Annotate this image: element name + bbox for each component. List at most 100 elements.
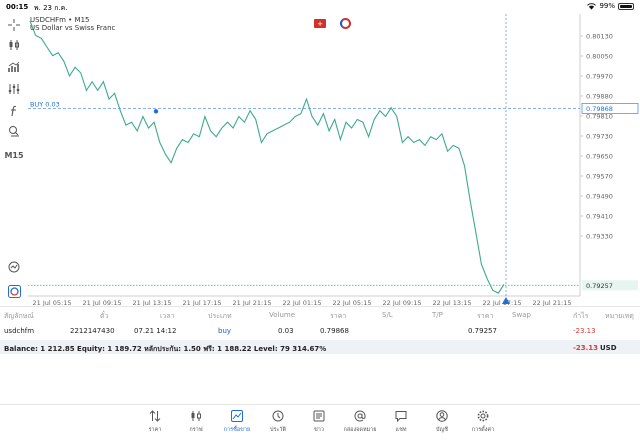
price-tick-label: 0.79650: [586, 153, 613, 161]
total-profit: -23.13: [573, 344, 599, 352]
price-tick-label: 0.79730: [586, 133, 613, 141]
time-tick-label: 21 Jul 17:15: [183, 299, 222, 306]
nav-mailbox[interactable]: กล่องจดหมาย: [340, 409, 380, 439]
trade-chart-icon: [230, 409, 244, 423]
us-flag-icon[interactable]: [340, 18, 351, 29]
nav-label: ราคา: [148, 427, 162, 433]
row-type: buy: [218, 327, 232, 335]
settings-icon: [476, 409, 490, 423]
status-bar: 00:15 พ. 23 ก.ค. 99%: [0, 0, 640, 14]
row-time: 07.21 14:12: [134, 327, 177, 335]
swiss-flag-icon[interactable]: +: [314, 19, 326, 28]
buy-price-box: [581, 103, 639, 114]
nav-label: ประวัติ: [269, 427, 287, 433]
col-comment: หมายเหตุ: [605, 312, 634, 320]
currency: USD: [600, 344, 617, 352]
nav-quotes[interactable]: ราคา: [135, 409, 175, 439]
candles-icon: [189, 409, 203, 423]
nav-trade[interactable]: การซื้อขาย: [217, 409, 257, 439]
nav-news[interactable]: ข่าว: [299, 409, 339, 439]
col-time: เวลา: [160, 312, 175, 320]
crosshair-marker: [502, 297, 510, 304]
price-chart[interactable]: 0.80130 0.80050 0.79970 0.79880 0.79810 0.797…: [28, 14, 640, 306]
trade-history-icon[interactable]: [4, 258, 24, 276]
battery-percent: 99%: [599, 2, 615, 10]
price-tick-label: 0.79570: [586, 173, 613, 181]
balance-summary: Balance: 1 212.85 Equity: 1 189.72 หลักป…: [4, 345, 327, 353]
time-tick-label: 22 Jul 13:15: [433, 299, 472, 306]
nav-account[interactable]: บัญชี: [422, 409, 462, 439]
wifi-icon: [587, 2, 597, 10]
chart-toolbar: M15: [0, 14, 28, 304]
indicators-icon[interactable]: [4, 58, 24, 76]
time-tick-label: 22 Jul 09:15: [383, 299, 422, 306]
arrows-updown-icon: [148, 409, 162, 423]
row-profit: -23.13: [573, 327, 596, 335]
symbol-title: USDCHFm • M15: [30, 16, 90, 24]
time-tick-label: 22 Jul 17:15: [483, 299, 522, 306]
price-tick-label: 0.79880: [586, 93, 613, 101]
symbol-description: US Dollar vs Swiss Franc: [30, 24, 116, 32]
time-tick-label: 21 Jul 05:15: [33, 299, 72, 306]
nav-label: ข่าว: [314, 427, 324, 433]
price-line-series: [29, 20, 505, 294]
trade-row[interactable]: usdchfm 2212147430 07.21 14:12 buy 0.03 …: [0, 323, 640, 337]
battery-icon: [618, 2, 634, 10]
price-tick-label: 0.79410: [586, 213, 613, 221]
time-tick-label: 21 Jul 13:15: [133, 299, 172, 306]
nav-chart[interactable]: กราฟ: [176, 409, 216, 439]
chart-area[interactable]: 0.80130 0.80050 0.79970 0.79880 0.79810 0.797…: [28, 14, 640, 306]
nav-label: กล่องจดหมาย: [343, 427, 377, 433]
price-tick-label: 0.79810: [586, 113, 613, 121]
status-time: 00:15: [6, 3, 29, 11]
col-volume: Volume: [269, 311, 296, 319]
price-tick-label: 0.80050: [586, 53, 613, 61]
time-tick-label: 21 Jul 21:15: [233, 299, 272, 306]
col-sl: S/L: [382, 311, 393, 319]
col-ticket: ตั๋ว: [100, 312, 109, 320]
time-tick-label: 21 Jul 09:15: [83, 299, 122, 306]
trade-table-header: สัญลักษณ์ ตั๋ว เวลา ประเภท Volume ราคา S…: [0, 306, 640, 320]
current-price-box: [582, 280, 638, 291]
col-price: ราคา: [477, 312, 494, 320]
col-symbol: สัญลักษณ์: [4, 312, 34, 320]
col-tp: T/P: [432, 311, 443, 319]
nav-chat[interactable]: แชท: [381, 409, 421, 439]
nav-settings[interactable]: การตั้งค่า: [463, 409, 503, 439]
current-price-tag: 0.79257: [586, 282, 613, 290]
account-icon: [435, 409, 449, 423]
price-tick-label: 0.79490: [586, 193, 613, 201]
col-profit: กำไร: [573, 312, 589, 320]
one-click-trade-icon[interactable]: [4, 282, 24, 300]
row-ticket: 2212147430: [70, 327, 115, 335]
objects-icon[interactable]: [4, 122, 24, 140]
news-icon: [312, 409, 326, 423]
timeframe-button[interactable]: M15: [4, 150, 24, 160]
chat-icon: [394, 409, 408, 423]
time-tick-label: 22 Jul 21:15: [533, 299, 572, 306]
nav-label: การซื้อขาย: [223, 427, 251, 433]
price-tick-label: 0.80130: [586, 33, 613, 41]
bottom-nav: ราคา กราฟ การซื้อขาย ประวัติ ข่าว กล่องจ…: [0, 404, 640, 447]
col-open-price: ราคา: [330, 312, 347, 320]
row-symbol: usdchfm: [4, 327, 35, 335]
price-tick-label: 0.79330: [586, 233, 613, 241]
nav-history[interactable]: ประวัติ: [258, 409, 298, 439]
balance-row: Balance: 1 212.85 Equity: 1 189.72 หลักป…: [0, 340, 640, 354]
price-tick-label: 0.79970: [586, 73, 613, 81]
time-tick-label: 22 Jul 05:15: [333, 299, 372, 306]
crosshair-icon[interactable]: [4, 16, 24, 34]
candles-tool-icon[interactable]: [4, 36, 24, 54]
row-open-price: 0.79868: [320, 327, 349, 335]
history-icon: [271, 409, 285, 423]
settings-sliders-icon[interactable]: [4, 80, 24, 98]
col-swap: Swap: [512, 311, 531, 319]
buy-level-label: BUY 0.03: [30, 100, 60, 108]
buy-entry-marker: [153, 109, 159, 114]
nav-label: การตั้งค่า: [471, 427, 495, 433]
row-current-price: 0.79257: [468, 327, 497, 335]
mail-icon: [353, 409, 367, 423]
function-icon[interactable]: [4, 102, 24, 120]
buy-price-tag: 0.79868: [586, 105, 613, 113]
nav-label: กราฟ: [189, 427, 203, 433]
